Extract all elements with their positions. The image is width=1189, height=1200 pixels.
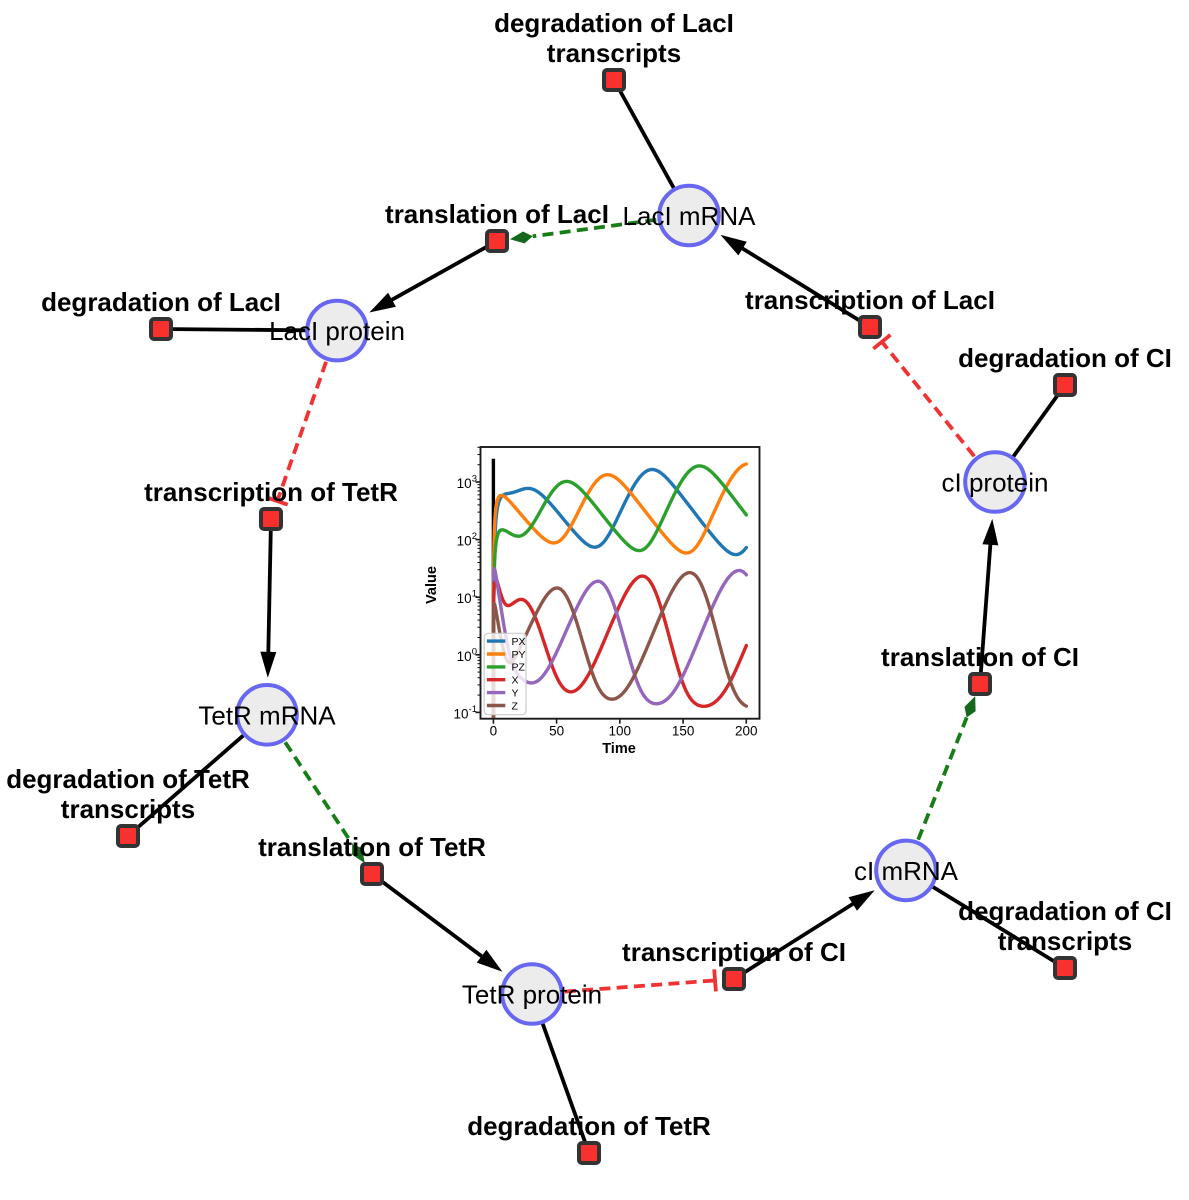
svg-text:TetR protein: TetR protein <box>462 980 602 1010</box>
svg-text:degradation of TetR: degradation of TetR <box>467 1111 711 1141</box>
svg-text:transcripts: transcripts <box>547 38 681 68</box>
svg-text:degradation of LacI: degradation of LacI <box>494 8 734 38</box>
svg-text:PZ: PZ <box>512 662 526 674</box>
svg-text:LacI protein: LacI protein <box>269 316 405 346</box>
svg-text:transcripts: transcripts <box>61 794 195 824</box>
svg-text:degradation of TetR: degradation of TetR <box>6 764 250 794</box>
svg-text:cI mRNA: cI mRNA <box>854 856 959 886</box>
svg-text:degradation of CI: degradation of CI <box>958 343 1172 373</box>
svg-text:TetR mRNA: TetR mRNA <box>198 700 336 730</box>
svg-text:100: 100 <box>609 724 632 739</box>
svg-text:translation of LacI: translation of LacI <box>385 199 609 229</box>
svg-text:degradation of LacI: degradation of LacI <box>41 287 281 317</box>
svg-text:50: 50 <box>549 724 564 739</box>
svg-text:cI protein: cI protein <box>942 468 1049 498</box>
svg-text:degradation of CI: degradation of CI <box>958 896 1172 926</box>
svg-text:Y: Y <box>512 687 519 699</box>
svg-text:PX: PX <box>512 636 526 648</box>
svg-text:200: 200 <box>735 724 758 739</box>
svg-text:150: 150 <box>672 724 695 739</box>
svg-text:LacI mRNA: LacI mRNA <box>623 201 757 231</box>
svg-text:PY: PY <box>512 649 526 661</box>
svg-text:transcripts: transcripts <box>998 926 1132 956</box>
svg-text:0: 0 <box>490 724 498 739</box>
svg-text:Value: Value <box>424 566 440 604</box>
svg-text:transcription of TetR: transcription of TetR <box>144 477 398 507</box>
svg-text:transcription of LacI: transcription of LacI <box>745 285 995 315</box>
svg-text:transcription of CI: transcription of CI <box>622 937 846 967</box>
svg-text:translation of CI: translation of CI <box>881 642 1079 672</box>
svg-text:Time: Time <box>602 741 636 757</box>
svg-text:translation of TetR: translation of TetR <box>258 832 486 862</box>
svg-text:Z: Z <box>512 700 519 712</box>
svg-text:X: X <box>512 675 519 687</box>
